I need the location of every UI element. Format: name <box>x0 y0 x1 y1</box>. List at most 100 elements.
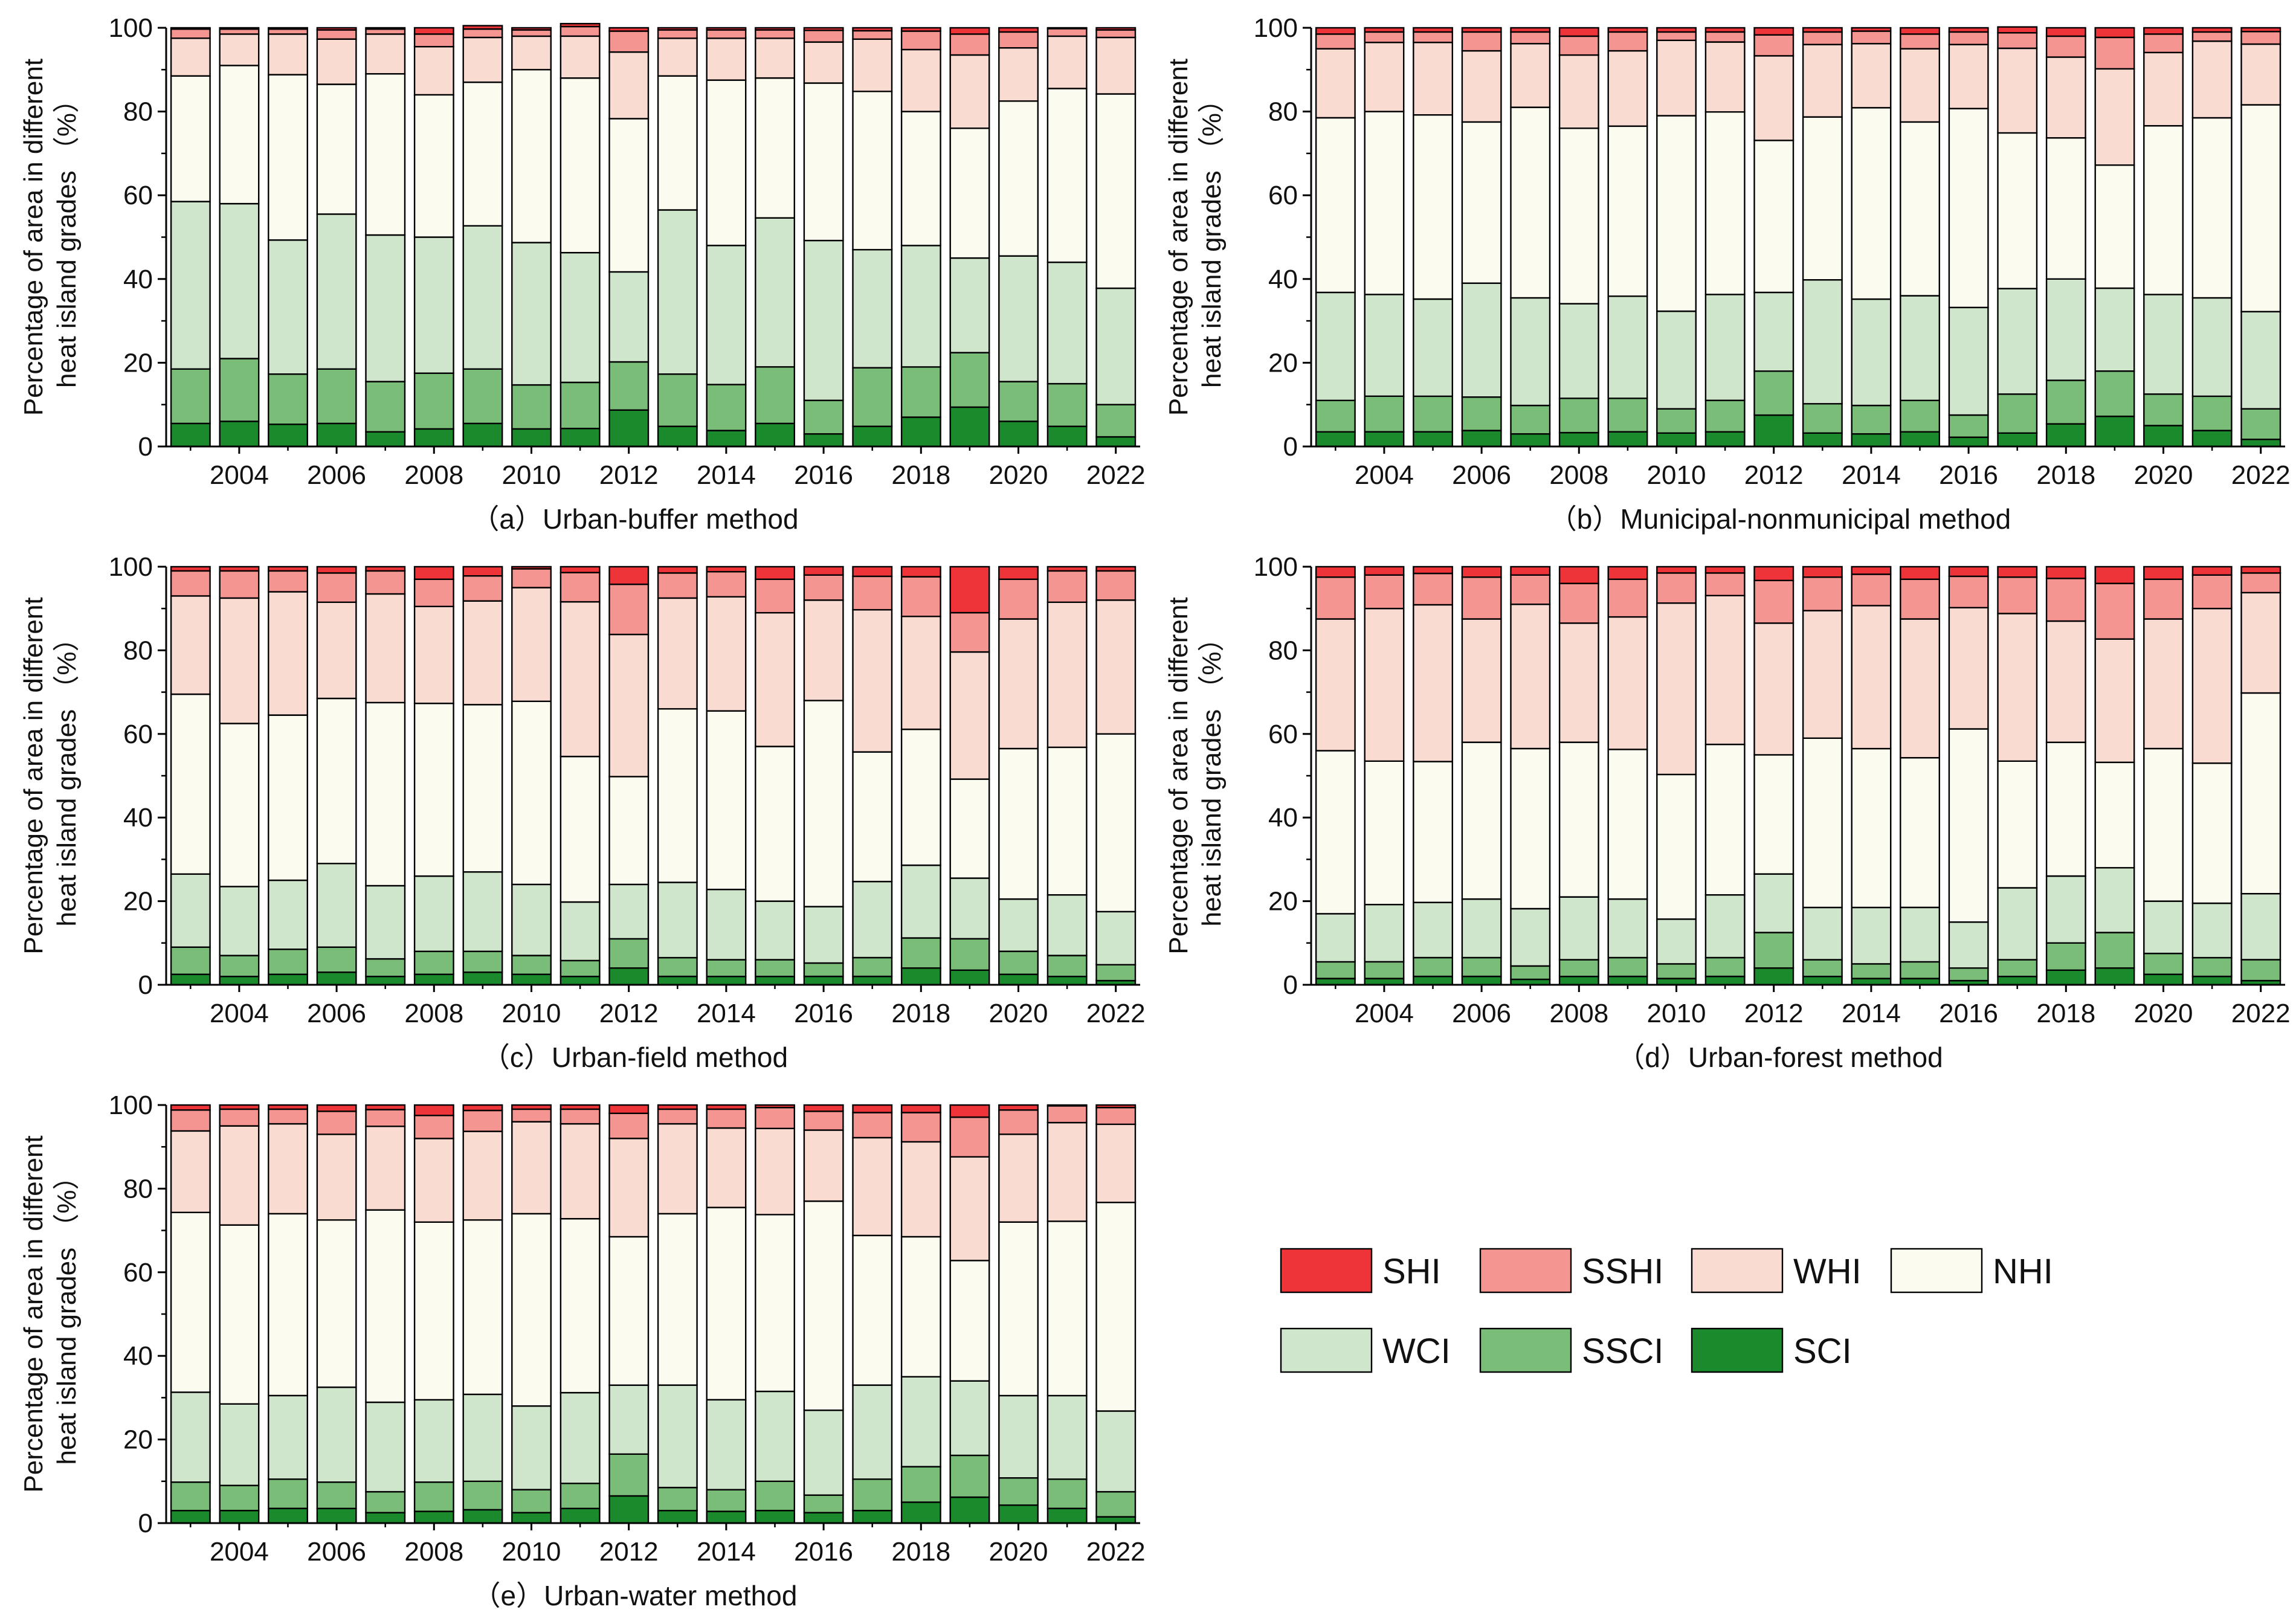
bar-segment-sci-2021 <box>1046 425 1088 448</box>
bar-2003 <box>170 27 211 448</box>
bar-segment-nhi-2004 <box>1364 760 1405 906</box>
bar-segment-wci-2017 <box>852 880 893 959</box>
bar-2021 <box>2191 27 2233 448</box>
bar-segment-whi-2009 <box>1607 50 1648 127</box>
x-tick-label: 2004 <box>1355 460 1414 490</box>
x-tick-label: 2004 <box>210 999 269 1028</box>
bar-2005 <box>1413 566 1454 986</box>
bar-segment-whi-2013 <box>1802 610 1843 740</box>
y-tick-label: 80 <box>1268 97 1298 127</box>
y-tick-label: 40 <box>1268 265 1298 294</box>
bar-segment-nhi-2006 <box>1461 121 1502 284</box>
bar-segment-whi-2008 <box>413 45 454 96</box>
bar-segment-ssci-2014 <box>706 384 747 431</box>
x-tick-label: 2014 <box>1842 999 1901 1028</box>
bar-segment-ssci-2007 <box>365 381 406 433</box>
x-tick-label: 2010 <box>1647 999 1706 1028</box>
bar-2006 <box>316 566 357 986</box>
bar-segment-nhi-2014 <box>1851 107 1892 300</box>
bar-segment-whi-2017 <box>1997 613 2038 762</box>
bar-segment-sshi-2015 <box>1900 33 1941 50</box>
bar-2008 <box>1558 566 1599 986</box>
bar-segment-wci-2010 <box>511 242 552 386</box>
bar-segment-sci-2005 <box>1413 975 1454 986</box>
bar-segment-sshi-2017 <box>1997 32 2038 50</box>
bar-segment-ssci-2014 <box>706 1489 747 1512</box>
bar-segment-sci-2006 <box>1461 430 1502 448</box>
bar-segment-sshi-2011 <box>559 572 601 603</box>
bar-2015 <box>755 566 796 986</box>
bar-2007 <box>1510 566 1551 986</box>
bar-2005 <box>1413 27 1454 448</box>
bar-segment-sshi-2022 <box>1095 29 1137 39</box>
bar-segment-sci-2011 <box>1704 431 1746 448</box>
x-tick-label: 2018 <box>2036 460 2095 490</box>
bar-segment-sshi-2017 <box>852 575 893 611</box>
bar-2010 <box>511 27 552 448</box>
bar-segment-sci-2014 <box>706 430 747 448</box>
bar-segment-wci-2010 <box>511 1405 552 1490</box>
bar-2009 <box>1607 27 1648 448</box>
bar-segment-nhi-2006 <box>316 83 357 215</box>
y-tick-label: 80 <box>123 97 153 127</box>
bar-segment-ssci-2017 <box>852 1478 893 1512</box>
bar-2013 <box>1802 27 1843 448</box>
bar-2020 <box>998 27 1039 448</box>
bar-segment-sci-2018 <box>900 967 941 986</box>
bar-segment-ssci-2022 <box>1095 964 1137 982</box>
bar-segment-ssci-2004 <box>219 358 260 422</box>
bar-segment-nhi-2011 <box>1704 111 1746 295</box>
bar-segment-sci-2018 <box>2045 969 2086 986</box>
bar-segment-whi-2018 <box>2045 620 2086 743</box>
legend-item-sci: SCI <box>1691 1327 1852 1373</box>
bar-segment-sci-2004 <box>1364 978 1405 986</box>
bar-segment-sci-2005 <box>268 1507 308 1524</box>
y-tick-label: 20 <box>1268 348 1298 378</box>
bar-segment-sci-2003 <box>1315 431 1356 448</box>
y-tick-label: 60 <box>123 720 153 749</box>
bar-segment-wci-2008 <box>413 236 454 374</box>
bar-segment-sci-2015 <box>755 975 796 986</box>
bar-segment-sci-2014 <box>706 975 747 986</box>
x-tick-label: 2012 <box>1744 460 1804 490</box>
bar-segment-nhi-2021 <box>2191 117 2233 299</box>
bar-segment-ssci-2005 <box>1413 395 1454 433</box>
bar-segment-ssci-2009 <box>462 950 503 973</box>
bar-segment-shi-2010 <box>511 566 552 570</box>
bar-2012 <box>608 1104 650 1524</box>
legend: SHI SSHI WHI NHI WCI SSCI SCI <box>1280 1248 2053 1373</box>
y-tick-label: 100 <box>1254 13 1298 43</box>
bar-segment-sshi-2013 <box>1802 576 1843 611</box>
bar-segment-shi-2013 <box>1802 27 1843 33</box>
bar-2017 <box>852 566 893 986</box>
bar-2005 <box>268 1104 308 1524</box>
bar-segment-ssci-2012 <box>1753 370 1795 416</box>
bar-segment-ssci-2017 <box>852 956 893 978</box>
bar-segment-sshi-2004 <box>219 570 260 599</box>
bar-2014 <box>706 1104 747 1524</box>
bar-segment-whi-2012 <box>1753 55 1795 141</box>
bar-segment-wci-2007 <box>365 884 406 960</box>
bar-2016 <box>1948 566 1989 986</box>
bar-segment-shi-2014 <box>706 566 747 573</box>
bar-2004 <box>219 566 260 986</box>
bar-segment-sci-2019 <box>2094 967 2135 986</box>
bar-segment-shi-2019 <box>2094 566 2135 584</box>
bar-segment-whi-2005 <box>268 1123 308 1215</box>
bar-segment-nhi-2008 <box>1558 127 1599 304</box>
bar-segment-whi-2013 <box>657 597 698 710</box>
bar-segment-sci-2003 <box>170 422 211 448</box>
bar-segment-wci-2003 <box>1315 291 1356 402</box>
bar-segment-ssci-2008 <box>413 1481 454 1512</box>
bar-segment-shi-2021 <box>2191 566 2233 576</box>
bar-segment-shi-2012 <box>1753 566 1795 581</box>
bar-segment-sci-2009 <box>1607 431 1648 448</box>
bar-segment-wci-2005 <box>268 879 308 950</box>
bar-segment-sci-2006 <box>316 1507 357 1524</box>
bar-segment-whi-2003 <box>1315 618 1356 752</box>
bar-segment-sshi-2012 <box>608 1112 650 1139</box>
y-tick-label: 0 <box>138 432 153 462</box>
bar-segment-ssci-2005 <box>1413 956 1454 978</box>
bar-segment-sci-2008 <box>413 1510 454 1524</box>
bar-segment-shi-2008 <box>413 27 454 35</box>
